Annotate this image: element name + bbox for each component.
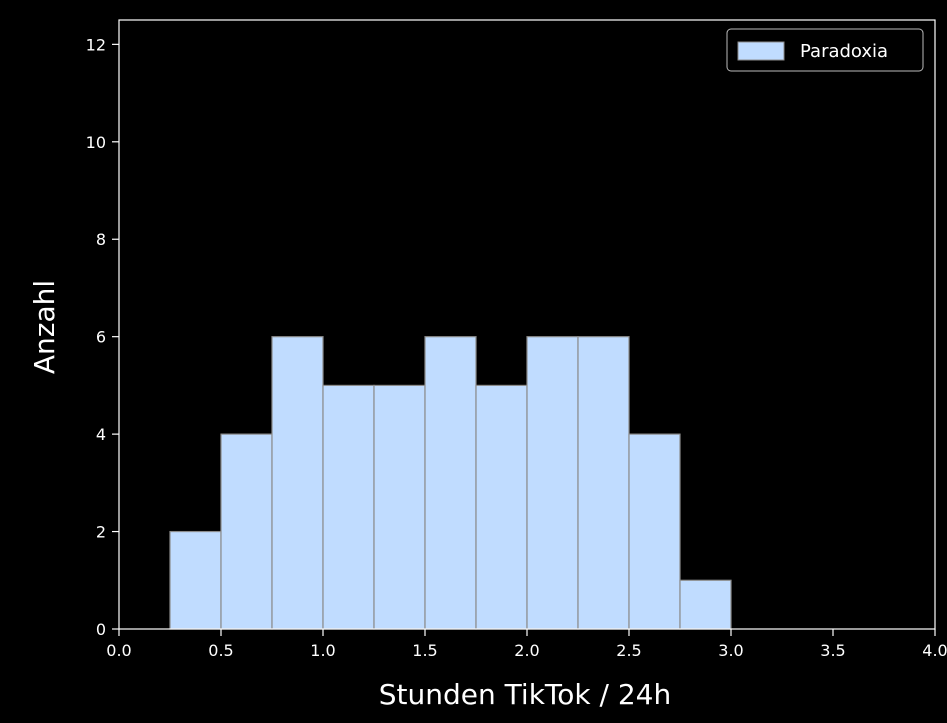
x-tick-label: 0.0 <box>106 641 131 660</box>
histogram-bar <box>169 530 222 630</box>
y-tick-label: 4 <box>96 425 106 444</box>
y-tick-label: 0 <box>96 620 106 639</box>
histogram-bar <box>679 579 732 630</box>
x-tick-label: 0.5 <box>208 641 233 660</box>
histogram-bar <box>628 433 681 630</box>
histogram-bar <box>526 336 579 630</box>
histogram-bar <box>322 384 375 630</box>
x-tick-label: 1.5 <box>412 641 437 660</box>
x-tick-label: 3.5 <box>820 641 845 660</box>
legend-swatch-paradoxia <box>737 41 785 61</box>
legend-label-paradoxia: Paradoxia <box>800 41 888 62</box>
x-tick-label: 2.5 <box>616 641 641 660</box>
y-tick-label: 8 <box>96 230 106 249</box>
histogram-bar <box>577 336 630 630</box>
histogram-bar <box>271 336 324 630</box>
y-tick-label: 10 <box>86 133 106 152</box>
y-axis-ticks: 0 2 4 6 8 10 12 <box>86 35 119 639</box>
legend: Paradoxia <box>726 28 924 72</box>
axes-frame <box>118 19 936 630</box>
histogram-bar <box>424 336 477 630</box>
y-tick-label: 6 <box>96 328 106 347</box>
x-tick-label: 1.0 <box>310 641 335 660</box>
x-tick-label: 3.0 <box>718 641 743 660</box>
x-tick-label: 2.0 <box>514 641 539 660</box>
y-axis-label: Anzahl <box>28 280 61 374</box>
y-tick-label: 12 <box>86 35 106 54</box>
histogram-bar <box>373 384 426 630</box>
histogram-bar <box>220 433 273 630</box>
x-axis-ticks: 0.0 0.5 1.0 1.5 2.0 2.5 3.0 3.5 4.0 <box>106 629 947 660</box>
histogram-bar <box>475 384 528 630</box>
bars-group <box>169 336 732 630</box>
y-tick-label: 2 <box>96 523 106 542</box>
x-tick-label: 4.0 <box>922 641 947 660</box>
x-axis-label: Stunden TikTok / 24h <box>379 678 671 711</box>
